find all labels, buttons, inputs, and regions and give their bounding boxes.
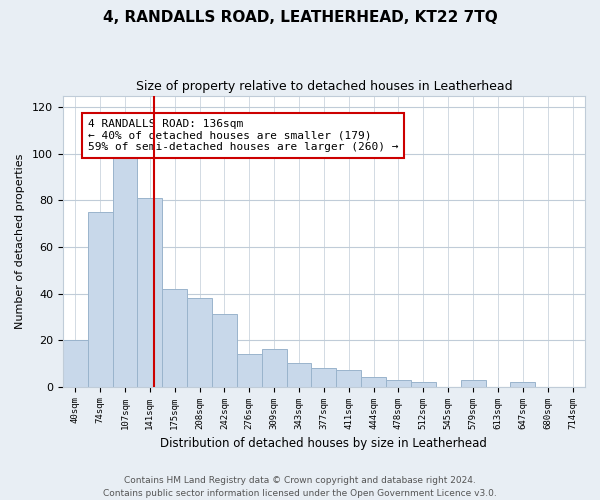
- Bar: [287, 364, 311, 386]
- Bar: [311, 368, 337, 386]
- Bar: [262, 350, 287, 387]
- Bar: [361, 378, 386, 386]
- Bar: [63, 340, 88, 386]
- Bar: [212, 314, 237, 386]
- Bar: [337, 370, 361, 386]
- Bar: [113, 152, 137, 386]
- X-axis label: Distribution of detached houses by size in Leatherhead: Distribution of detached houses by size …: [160, 437, 487, 450]
- Bar: [237, 354, 262, 386]
- Title: Size of property relative to detached houses in Leatherhead: Size of property relative to detached ho…: [136, 80, 512, 93]
- Text: 4 RANDALLS ROAD: 136sqm
← 40% of detached houses are smaller (179)
59% of semi-d: 4 RANDALLS ROAD: 136sqm ← 40% of detache…: [88, 119, 398, 152]
- Bar: [137, 198, 162, 386]
- Bar: [411, 382, 436, 386]
- Text: Contains HM Land Registry data © Crown copyright and database right 2024.
Contai: Contains HM Land Registry data © Crown c…: [103, 476, 497, 498]
- Bar: [386, 380, 411, 386]
- Y-axis label: Number of detached properties: Number of detached properties: [15, 154, 25, 329]
- Text: 4, RANDALLS ROAD, LEATHERHEAD, KT22 7TQ: 4, RANDALLS ROAD, LEATHERHEAD, KT22 7TQ: [103, 10, 497, 25]
- Bar: [461, 380, 485, 386]
- Bar: [162, 289, 187, 386]
- Bar: [187, 298, 212, 386]
- Bar: [511, 382, 535, 386]
- Bar: [88, 212, 113, 386]
